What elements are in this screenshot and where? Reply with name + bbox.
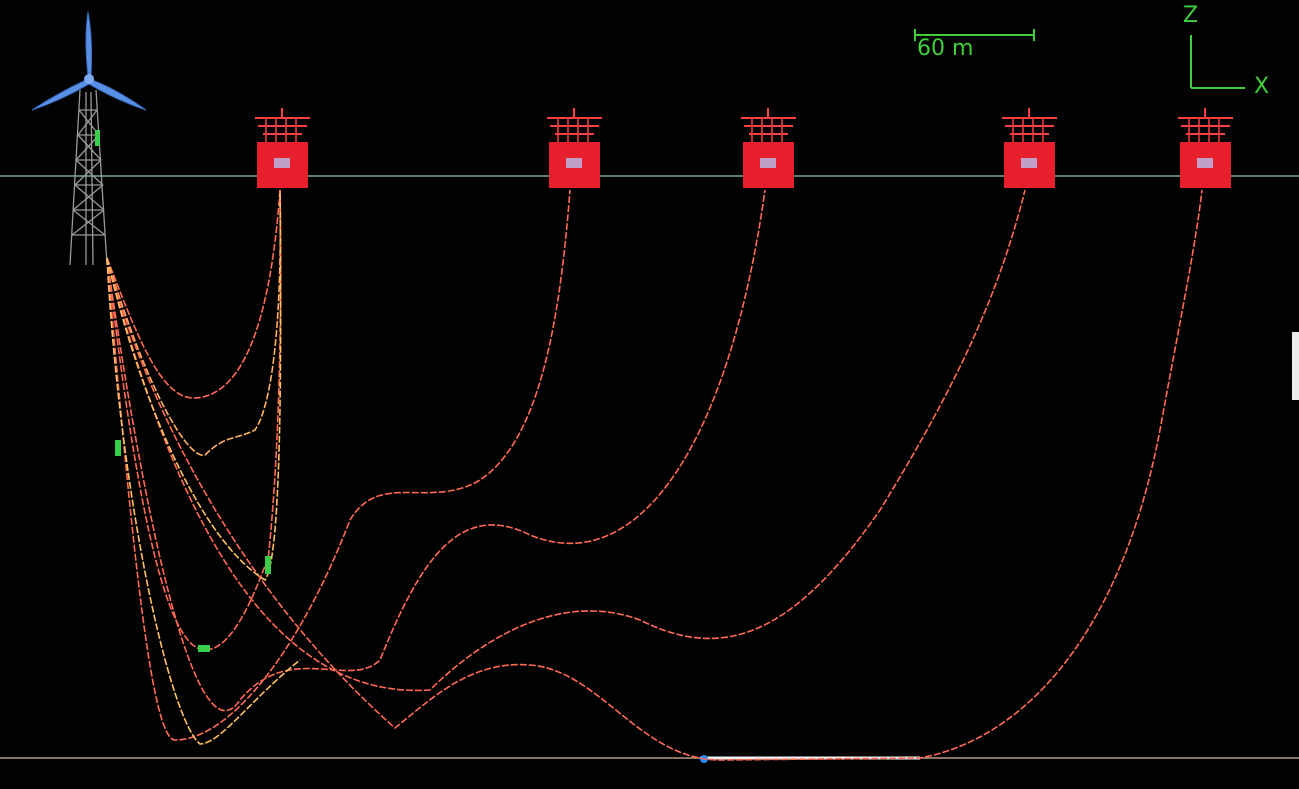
scale-bar-label: 60 m <box>917 36 974 61</box>
cable-1 <box>106 189 281 399</box>
cable-3 <box>106 189 766 712</box>
buoy-2 <box>547 108 602 188</box>
wind-turbine-icon <box>31 11 147 266</box>
cable-2 <box>106 189 571 741</box>
axis-triad <box>1190 35 1245 89</box>
cable-1b <box>106 189 282 456</box>
buoy-5 <box>1178 108 1233 188</box>
buoys <box>255 108 1233 188</box>
scale-bar <box>914 29 1035 41</box>
buoy-1 <box>255 108 310 188</box>
edge-scroll-handle[interactable] <box>1292 332 1299 400</box>
cable-5 <box>106 189 1203 761</box>
axis-x-label: X <box>1254 74 1270 99</box>
buoy-3 <box>741 108 796 188</box>
cables <box>106 189 1203 761</box>
buoy-4 <box>1002 108 1057 188</box>
cable-4 <box>106 189 1026 692</box>
axis-z-label: Z <box>1183 3 1199 28</box>
cable-markers <box>115 440 271 652</box>
